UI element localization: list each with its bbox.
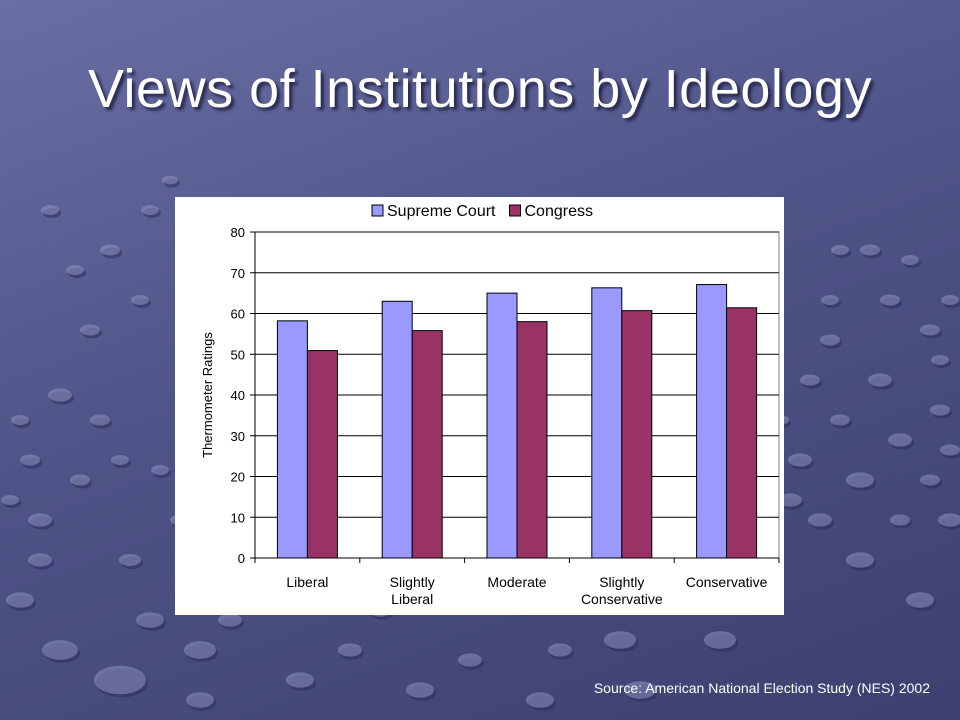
- bar-congress: [726, 307, 758, 559]
- background-dot: [42, 640, 78, 660]
- background-dot: [931, 355, 949, 365]
- background-dot: [901, 255, 919, 265]
- background-dot: [136, 612, 164, 628]
- x-tick-label: Liberal: [391, 591, 433, 607]
- background-dot: [218, 613, 242, 627]
- bar-supreme-court: [276, 320, 308, 559]
- x-tick-label: Conservative: [686, 574, 768, 590]
- x-tick-label: Conservative: [581, 591, 663, 607]
- y-tick-label: 70: [231, 266, 245, 281]
- background-dot: [141, 205, 159, 215]
- bar-congress: [411, 330, 443, 559]
- background-dot: [48, 388, 72, 402]
- y-tick-label: 10: [231, 510, 245, 525]
- background-dot: [624, 681, 656, 699]
- background-dot: [920, 474, 940, 486]
- legend-swatch: [371, 204, 384, 217]
- background-dot: [808, 513, 832, 527]
- background-dot: [906, 592, 934, 608]
- x-tick-label: Slightly: [599, 574, 644, 590]
- background-dot: [941, 295, 959, 305]
- background-dot: [66, 265, 84, 275]
- background-dot: [286, 672, 314, 688]
- background-dot: [70, 474, 90, 486]
- legend-swatch: [509, 204, 521, 217]
- y-tick-label: 20: [231, 470, 245, 485]
- background-dot: [938, 513, 960, 527]
- background-dot: [111, 455, 129, 465]
- background-dot: [880, 294, 900, 306]
- background-dot: [406, 682, 434, 698]
- bar-congress: [516, 321, 548, 559]
- chart-panel: 0 10 20 30 40 50 60 70 80 Thermometer Ratings Libe…: [175, 197, 784, 615]
- background-dot: [788, 453, 812, 467]
- background-dot: [830, 414, 850, 426]
- background-dot: [131, 295, 149, 305]
- background-dot: [1, 495, 19, 505]
- background-dot: [90, 414, 110, 426]
- y-tick-label: 60: [231, 307, 245, 322]
- y-tick-label: 40: [231, 388, 245, 403]
- background-dot: [162, 175, 178, 185]
- background-dot: [846, 552, 874, 568]
- background-dot: [526, 692, 554, 708]
- background-dot: [6, 592, 34, 608]
- background-dot: [920, 324, 940, 336]
- background-dot: [119, 553, 141, 567]
- bar-supreme-court: [486, 292, 518, 559]
- x-tick-label: Slightly: [390, 574, 435, 590]
- bar-congress: [306, 350, 338, 559]
- background-dot: [184, 641, 216, 659]
- background-dot: [548, 643, 572, 657]
- background-dot: [11, 415, 29, 425]
- x-tick-label: Liberal: [286, 574, 328, 590]
- background-dot: [846, 472, 874, 488]
- background-dot: [28, 513, 52, 527]
- background-dot: [604, 631, 636, 649]
- x-tick-label: Moderate: [487, 574, 546, 590]
- bar-congress: [621, 310, 653, 559]
- background-dot: [41, 205, 59, 215]
- legend: Supreme Court Congress: [371, 203, 593, 220]
- background-dot: [80, 324, 100, 336]
- background-dot: [20, 454, 40, 466]
- background-dot: [831, 245, 849, 255]
- background-dot: [930, 404, 950, 416]
- source-note: Source: American National Election Study…: [593, 680, 930, 696]
- background-dot: [186, 692, 214, 708]
- y-tick-label: 30: [231, 429, 245, 444]
- legend-entry: Supreme Court: [387, 203, 496, 220]
- background-dot: [458, 653, 482, 667]
- legend-entry: Congress: [525, 203, 593, 220]
- background-dot: [868, 373, 892, 387]
- y-axis-label: Thermometer Ratings: [200, 332, 215, 458]
- y-tick-label: 50: [231, 347, 245, 362]
- bar-supreme-court: [381, 300, 413, 559]
- background-dot: [800, 374, 820, 386]
- background-dot: [888, 433, 912, 447]
- background-dot: [890, 514, 910, 526]
- background-dot: [151, 465, 169, 475]
- background-dot: [338, 643, 362, 657]
- background-dot: [100, 244, 120, 256]
- y-tick-label: 0: [238, 551, 245, 566]
- background-dot: [860, 244, 880, 256]
- background-dot: [820, 334, 840, 346]
- bar-supreme-court: [696, 284, 728, 559]
- background-dot: [821, 295, 839, 305]
- slide-title: Views of Institutions by Ideology: [88, 59, 872, 119]
- bar-supreme-court: [591, 287, 623, 559]
- background-dot: [28, 553, 52, 567]
- background-dot: [704, 631, 736, 649]
- background-dot: [778, 493, 802, 507]
- bar-chart: 0 10 20 30 40 50 60 70 80 Thermometer Ratings Libe…: [200, 203, 780, 607]
- background-dot: [94, 665, 146, 695]
- background-dot: [940, 444, 960, 456]
- y-tick-label: 80: [231, 225, 245, 240]
